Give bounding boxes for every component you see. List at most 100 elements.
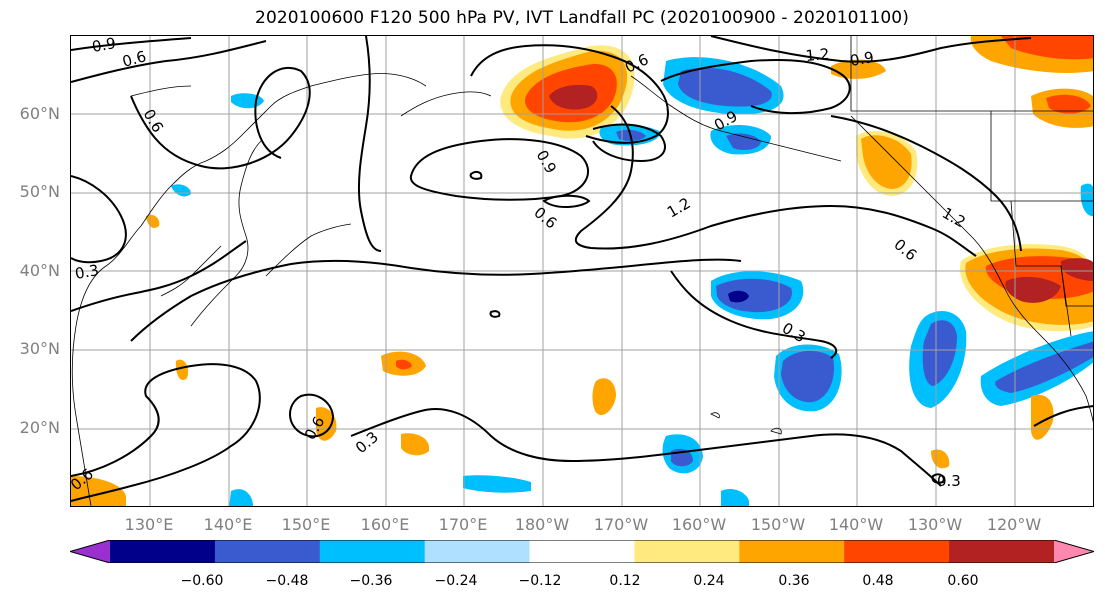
lon-label: 150°E [281, 515, 331, 534]
contour-line [71, 40, 267, 83]
lon-label: 170°E [438, 515, 488, 534]
contour-line [71, 363, 261, 502]
lon-label: 130°W [907, 515, 963, 534]
pv-contours [71, 36, 1093, 502]
negative-anomaly-region [463, 475, 531, 493]
contour-line [1033, 405, 1093, 427]
negative-anomaly-region [716, 278, 792, 313]
contour-label: 1.2 [805, 45, 830, 65]
colorbar-canvas [68, 539, 1096, 564]
colorbar-tick-label: −0.48 [265, 573, 309, 589]
contour-line [542, 194, 591, 208]
colorbar-segment [319, 540, 426, 563]
positive-anomaly-region [316, 407, 337, 441]
negative-anomaly-region [922, 320, 957, 386]
colorbar-segment [424, 540, 531, 563]
contour-line [289, 393, 335, 438]
positive-anomaly-region [1061, 258, 1093, 281]
negative-anomaly-region [781, 350, 835, 403]
positive-anomaly-region [592, 378, 616, 416]
contour-label: 0.9 [91, 36, 118, 56]
contour-line [470, 44, 669, 144]
colorbar-segments [70, 540, 1094, 563]
positive-anomaly-region [1031, 394, 1054, 440]
contour-line [660, 58, 851, 115]
contour-line [71, 240, 247, 312]
contour-label: 0.6 [530, 203, 560, 232]
lat-label: 50°N [19, 182, 60, 201]
lon-label: 160°E [360, 515, 410, 534]
contour-line [489, 310, 501, 318]
colorbar-segment [70, 540, 110, 563]
contour-line [357, 36, 382, 252]
contour-line [592, 123, 666, 163]
contour-line [350, 407, 942, 487]
contour-line [574, 105, 977, 257]
positive-anomaly-region [931, 449, 950, 469]
colorbar-segment [1054, 540, 1094, 563]
positive-anomaly-region [861, 135, 912, 189]
positive-anomaly-region [549, 84, 598, 110]
contour-label: 0.3 [74, 261, 101, 283]
colorbar-segment [214, 540, 321, 563]
colorbar-tick-label: 0.36 [778, 573, 810, 589]
lon-label: 160°W [671, 515, 727, 534]
contour-line [830, 115, 1022, 252]
colorbar-segment [844, 540, 950, 563]
positive-anomaly-region [1046, 94, 1091, 114]
colorbar-tick-label: −0.24 [434, 573, 478, 589]
positive-anomaly-region [146, 214, 160, 228]
map-panel: 0.9 0.6 0.6 0.6 0.9 1.2 0.9 0.9 0.6 1.2 … [70, 35, 1094, 507]
lat-label: 20°N [19, 418, 60, 437]
contour-line [931, 473, 945, 484]
lon-label: 150°W [750, 515, 806, 534]
colorbar [68, 539, 1096, 564]
positive-anomaly-region [1001, 36, 1093, 60]
contour-label: 0.9 [533, 147, 561, 177]
contour-label: 0.3 [352, 428, 382, 457]
contour-label: 0.6 [890, 235, 920, 264]
contour-line [409, 138, 590, 201]
positive-anomaly-region [396, 359, 412, 370]
negative-anomaly-region [726, 133, 761, 150]
positive-anomaly-region [1005, 276, 1061, 303]
contour-line [130, 66, 311, 170]
negative-anomaly-region [721, 489, 749, 506]
lon-label: 140°W [828, 515, 884, 534]
colorbar-segment [739, 540, 845, 563]
negative-anomaly-region [995, 341, 1093, 393]
contour-line [71, 37, 192, 51]
lon-label: 170°W [593, 515, 649, 534]
lon-label: 180°W [514, 515, 570, 534]
colorbar-tick-label: −0.12 [518, 573, 562, 589]
colorbar-segment [634, 540, 740, 563]
colorbar-tick-label: −0.36 [349, 573, 393, 589]
contour-label: 0.6 [120, 47, 148, 71]
positive-anomaly-region [401, 433, 430, 456]
contour-label: 0.3 [779, 319, 809, 347]
colorbar-tick-label: 0.12 [609, 573, 641, 589]
lat-label: 60°N [19, 104, 60, 123]
negative-anomaly-region [231, 93, 264, 109]
contour-label: 0.6 [140, 106, 168, 136]
colorbar-tick-label: −0.60 [180, 573, 224, 589]
negative-anomaly-region [171, 184, 191, 197]
negative-anomaly-region [728, 290, 749, 303]
lat-label: 30°N [19, 339, 60, 358]
colorbar-segment [529, 540, 635, 563]
negative-anomaly-region [1080, 183, 1093, 217]
lon-label: 140°E [203, 515, 253, 534]
lon-label: 130°E [124, 515, 174, 534]
contour-line [469, 170, 483, 180]
map-title: 2020100600 F120 500 hPa PV, IVT Landfall… [255, 8, 909, 28]
lat-label: 40°N [19, 261, 60, 280]
contour-label: 0.3 [937, 472, 961, 490]
positive-anomaly-region [831, 59, 886, 79]
map-canvas: 0.9 0.6 0.6 0.6 0.9 1.2 0.9 0.9 0.6 1.2 … [71, 36, 1093, 506]
contour-line [130, 258, 742, 342]
contour-line [710, 36, 1032, 63]
contour-line [71, 175, 127, 264]
positive-anomaly-region [71, 476, 126, 506]
gridlines [71, 36, 1093, 506]
